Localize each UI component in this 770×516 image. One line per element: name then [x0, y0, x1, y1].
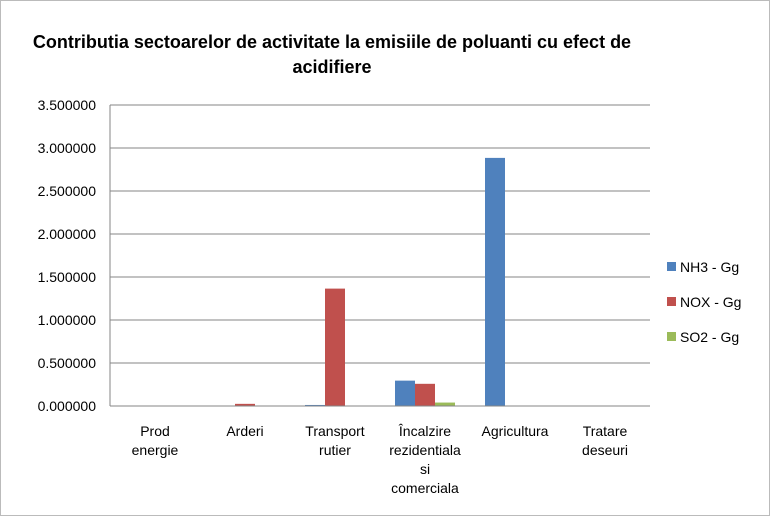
legend-label: SO2 - Gg	[680, 329, 739, 345]
legend-label: NOX - Gg	[680, 294, 741, 310]
legend-swatch	[667, 332, 676, 341]
bar	[325, 288, 345, 406]
x-tick-label: Prod energie	[132, 423, 179, 458]
x-tick-label: Transport rutier	[305, 423, 365, 458]
legend-label: NH3 - Gg	[680, 259, 739, 275]
y-tick-label: 1.500000	[38, 269, 97, 285]
y-tick-label: 1.000000	[38, 312, 97, 328]
y-tick-label: 3.500000	[38, 97, 97, 113]
bar	[415, 383, 435, 406]
bar	[395, 380, 415, 406]
legend-swatch	[667, 297, 676, 306]
y-tick-label: 0.500000	[38, 355, 97, 371]
chart-title: Contributia sectoarelor de activitate la…	[33, 32, 631, 77]
y-tick-label: 3.000000	[38, 140, 97, 156]
bar	[305, 404, 325, 406]
bar	[435, 402, 455, 406]
legend-swatch	[667, 262, 676, 271]
bar	[485, 157, 505, 406]
y-tick-label: 0.000000	[38, 398, 97, 414]
x-tick-label: Încalzire rezidentiala si comerciala	[389, 423, 461, 496]
y-tick-label: 2.500000	[38, 183, 97, 199]
bar	[235, 403, 255, 406]
x-tick-label: Arderi	[226, 423, 263, 439]
y-tick-label: 2.000000	[38, 226, 97, 242]
x-tick-label: Tratare deseuri	[582, 423, 628, 458]
x-tick-label: Agricultura	[482, 423, 549, 439]
